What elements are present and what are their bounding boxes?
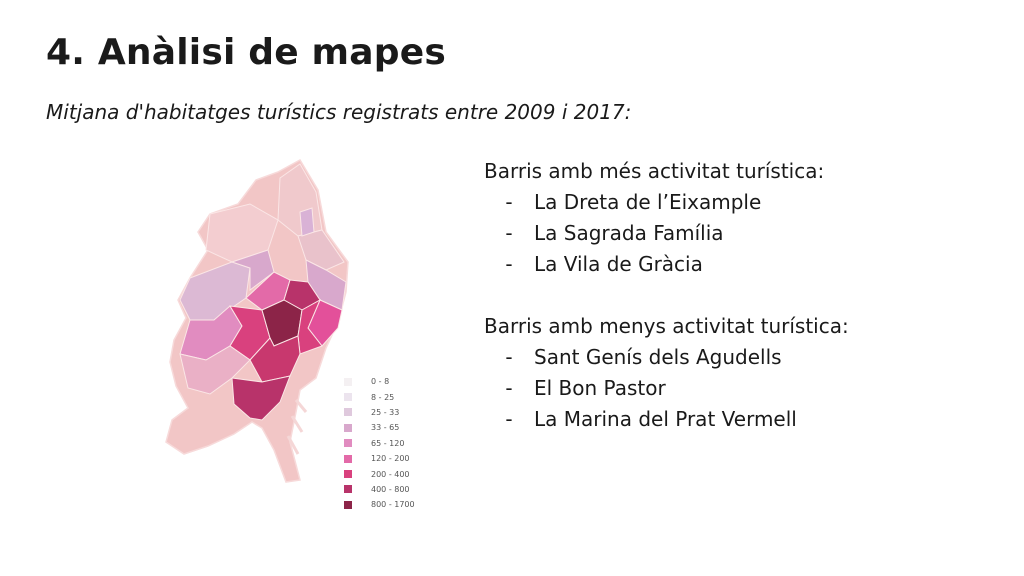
neighborhood-name: La Sagrada Família [534, 221, 724, 245]
legend-label: 120 - 200 [371, 454, 410, 464]
least-active-heading: Barris amb menys activitat turística: [484, 314, 849, 338]
slide-title: 4. Anàlisi de mapes [46, 32, 446, 73]
legend-label: 33 - 65 [371, 423, 400, 433]
neighborhood-name: Sant Genís dels Agudells [534, 345, 782, 369]
district-upper-purple [299, 207, 315, 237]
map-legend: 0 - 8 8 - 25 25 - 33 33 - 65 65 - 120 120 - 2… [344, 374, 444, 513]
legend-entry: 800 - 1700 [344, 497, 444, 512]
most-active-heading: Barris amb més activitat turística: [484, 159, 825, 183]
most-active-list: - La Dreta de l’Eixample - La Sagrada Famíl… [484, 187, 1004, 280]
neighborhood-name: La Marina del Prat Vermell [534, 407, 797, 431]
district-north-east [297, 229, 345, 271]
legend-swatch [344, 408, 352, 417]
findings-panel: Barris amb més activitat turística: - La … [484, 156, 1004, 435]
bullet-dash: - [505, 407, 513, 431]
legend-label: 8 - 25 [371, 392, 395, 402]
list-item: - La Marina del Prat Vermell [484, 404, 1004, 435]
legend-swatch [344, 393, 352, 402]
list-item: - La Sagrada Família [484, 218, 1004, 249]
barcelona-map-svg [165, 158, 349, 483]
neighborhood-name: El Bon Pastor [534, 376, 666, 400]
tourism-choropleth-map [150, 150, 460, 490]
district-north [277, 163, 323, 237]
legend-label: 400 - 800 [371, 484, 410, 494]
bullet-dash: - [505, 190, 513, 214]
legend-swatch [344, 377, 352, 386]
list-item: - La Vila de Gràcia [484, 249, 1004, 280]
legend-entry: 65 - 120 [344, 436, 444, 451]
list-item: - Sant Genís dels Agudells [484, 342, 1004, 373]
legend-swatch [344, 454, 352, 463]
legend-entry: 33 - 65 [344, 420, 444, 435]
district-west-mid [230, 249, 275, 291]
legend-label: 65 - 120 [371, 438, 405, 448]
bullet-dash: - [505, 252, 513, 276]
neighborhood-name: La Vila de Gràcia [534, 252, 703, 276]
bullet-dash: - [505, 376, 513, 400]
legend-entry: 120 - 200 [344, 451, 444, 466]
legend-entry: 200 - 400 [344, 466, 444, 481]
list-item: - La Dreta de l’Eixample [484, 187, 1004, 218]
legend-swatch [344, 439, 352, 448]
neighborhood-name: La Dreta de l’Eixample [534, 190, 762, 214]
legend-swatch [344, 500, 352, 509]
legend-swatch [344, 423, 352, 432]
bullet-dash: - [505, 221, 513, 245]
legend-label: 200 - 400 [371, 469, 410, 479]
list-item: - El Bon Pastor [484, 373, 1004, 404]
legend-label: 0 - 8 [371, 377, 390, 387]
bullet-dash: - [505, 345, 513, 369]
legend-entry: 400 - 800 [344, 482, 444, 497]
legend-entry: 0 - 8 [344, 374, 444, 389]
legend-label: 800 - 1700 [371, 500, 415, 510]
least-active-list: - Sant Genís dels Agudells - El Bon Pastor -… [484, 342, 1004, 435]
legend-swatch [344, 470, 352, 479]
district-south-west [179, 345, 251, 395]
legend-swatch [344, 485, 352, 494]
slide-subtitle: Mitjana d'habitatges turístics registrat… [46, 100, 632, 124]
district-old-town [231, 375, 291, 421]
port-piers [286, 399, 308, 455]
legend-entry: 25 - 33 [344, 405, 444, 420]
legend-label: 25 - 33 [371, 407, 400, 417]
legend-entry: 8 - 25 [344, 389, 444, 404]
